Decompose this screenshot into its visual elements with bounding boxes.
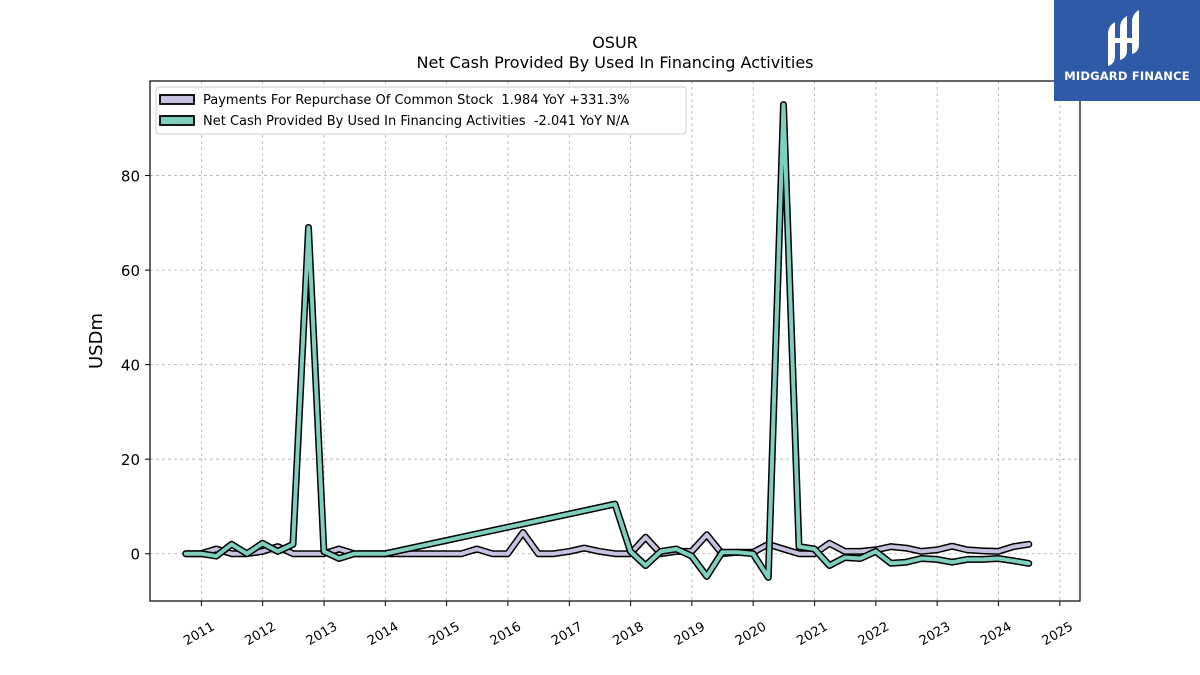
x-tick-label: 2011 xyxy=(181,619,217,649)
y-tick-label: 60 xyxy=(121,262,140,280)
y-tick-label: 0 xyxy=(130,546,140,564)
series-line-repurchase-outline xyxy=(182,529,1033,558)
y-ticks: 0 20 40 60 80 xyxy=(121,168,150,564)
x-tick-label: 2018 xyxy=(610,619,646,649)
x-tick-label: 2021 xyxy=(794,619,830,649)
legend-frame xyxy=(155,86,687,135)
brand-logo: MIDGARD FINANCE xyxy=(1054,0,1200,101)
legend: Payments For Repurchase Of Common Stock … xyxy=(155,86,687,135)
x-tick-label: 2016 xyxy=(488,619,524,649)
x-tick-label: 2015 xyxy=(426,619,462,649)
y-tick-label: 40 xyxy=(121,357,140,375)
x-tick-label: 2020 xyxy=(733,619,769,649)
legend-label-financing: Net Cash Provided By Used In Financing A… xyxy=(203,114,629,129)
series-lines xyxy=(182,101,1033,581)
x-tick-label: 2014 xyxy=(365,619,401,649)
chart-subtitle: Net Cash Provided By Used In Financing A… xyxy=(416,53,813,72)
legend-label-repurchase: Payments For Repurchase Of Common Stock … xyxy=(203,93,629,108)
x-tick-label: 2013 xyxy=(304,619,340,649)
x-tick-label: 2019 xyxy=(672,619,708,649)
chart-title: OSUR xyxy=(592,33,638,52)
x-tick-label: 2024 xyxy=(978,619,1014,649)
x-tick-label: 2023 xyxy=(917,619,953,649)
brand-mark-icon xyxy=(1108,10,1139,66)
plot-frame xyxy=(149,80,1081,602)
brand-name: MIDGARD FINANCE xyxy=(1064,69,1190,83)
grid xyxy=(150,81,1080,601)
y-tick-label: 20 xyxy=(121,451,140,469)
y-tick-label: 80 xyxy=(121,168,140,186)
y-axis-label: USDm xyxy=(86,313,107,369)
x-tick-label: 2012 xyxy=(242,619,278,649)
x-tick-label: 2025 xyxy=(1040,619,1076,649)
legend-swatch-financing xyxy=(159,115,195,126)
legend-swatch-repurchase xyxy=(159,94,195,105)
x-ticks: 2011 2012 2013 2014 2015 2016 2017 2018 2019 2020… xyxy=(181,601,1076,649)
x-tick-label: 2017 xyxy=(549,619,585,649)
x-tick-label: 2022 xyxy=(856,619,892,649)
series-line-financing xyxy=(183,102,1031,580)
series-line-repurchase xyxy=(183,530,1031,556)
